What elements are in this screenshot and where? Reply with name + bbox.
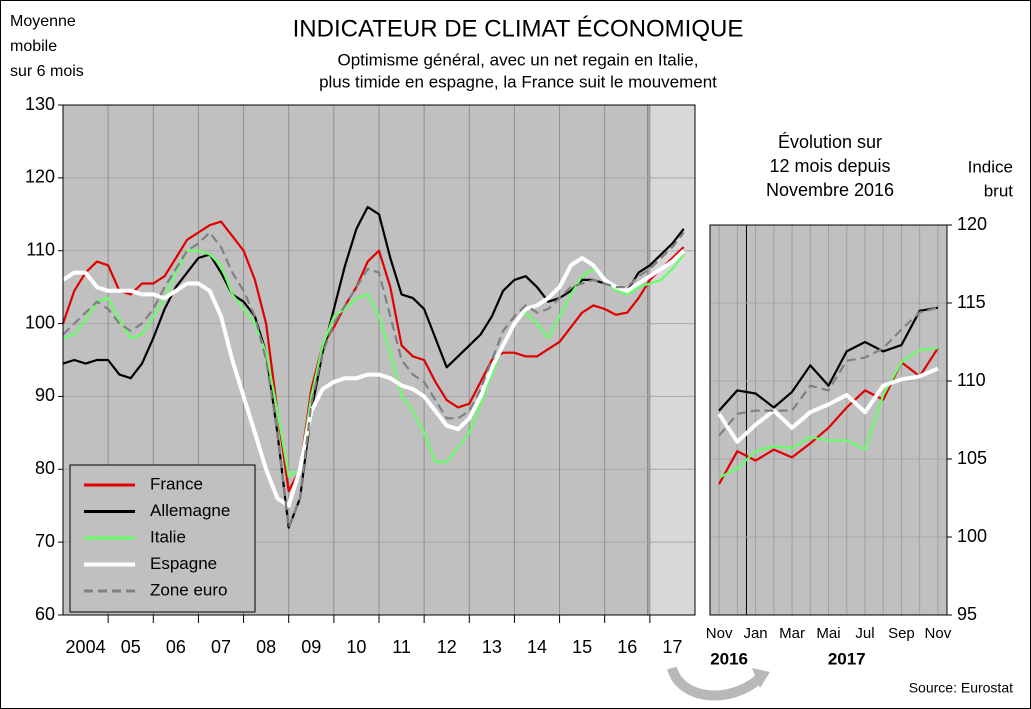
y-tick-label: 105 [957,448,987,468]
y-tick-label: 115 [957,292,986,312]
line-4 [62,231,685,529]
y-tick-label: 70 [35,531,55,551]
subtitle: Optimisme général, avec un net regain en… [338,50,699,69]
year-label: 2017 [828,649,866,668]
y-tick-label: 100 [957,526,987,546]
chart-title: INDICATEUR DE CLIMAT ÉCONOMIQUE [293,15,744,42]
y-tick-label: 90 [35,385,55,405]
x-tick-label: 13 [482,637,502,657]
x-tick-label: 17 [662,637,682,657]
line-2 [718,347,938,479]
line-0 [61,220,685,493]
y-tick-label: 120 [25,167,55,187]
x-tick-label: 10 [346,637,366,657]
y-axis-label: mobile [10,38,57,55]
y-tick-label: 110 [957,370,986,390]
line-1 [718,306,939,412]
legend-label: Zone euro [150,580,228,599]
inset-title: 12 mois depuis [769,156,890,176]
x-tick-label: 07 [211,637,231,657]
x-tick-label: 12 [437,637,457,657]
y-axis-label: sur 6 mois [10,63,84,80]
source: Source: Eurostat [909,680,1013,696]
x-tick-label: 09 [301,637,321,657]
inset-title: Évolution sur [778,132,882,152]
x-tick-label: 14 [527,637,547,657]
legend-label: Espagne [150,554,217,573]
arrow [667,666,764,701]
inset-panel: Nov Jan Mar Mai Jul Sep Nov 2016 2017 95 100 105 110… [706,132,1014,669]
y-axis-label: Indice [968,157,1013,176]
y-tick-label: 110 [26,239,55,259]
x-tick-label: 16 [617,637,637,657]
y-tick-label: 80 [35,458,55,478]
x-tick-label: 06 [166,637,186,657]
highlight [649,105,695,615]
x-tick-label: Nov [706,625,733,642]
x-tick-label: Mar [779,625,805,642]
year-label: 2016 [710,649,748,668]
line-4 [718,306,939,437]
x-tick-label: Sep [888,625,915,642]
y-tick-label: 100 [25,312,55,332]
plot-border [709,224,948,616]
line-3 [717,366,939,444]
x-tick-label: 2004 [66,637,106,657]
x-tick-label: Mai [816,625,840,642]
legend-label: Italie [150,527,186,546]
main-panel: 60 70 80 90 100 110 120 130 2004 05 06 07 08 09 10 11 12… [10,13,743,657]
x-tick-label: 15 [572,637,592,657]
line-1 [62,205,685,529]
legend-label: Allemagne [150,501,230,520]
x-tick-label: Jan [743,625,767,642]
x-tick-label: 08 [256,637,276,657]
x-tick-label: Nov [925,625,952,642]
y-tick-label: 60 [35,604,55,624]
x-tick-label: 11 [392,637,411,657]
line-2 [62,249,685,478]
inset-title: Novembre 2016 [766,180,894,200]
subtitle: plus timide en espagne, la France suit l… [319,72,717,91]
plot-border [62,104,696,616]
y-axis-label: Moyenne [10,13,76,30]
y-tick-label: 120 [957,214,987,234]
y-tick-label: 95 [957,604,977,624]
x-tick-label: Jul [855,625,874,642]
y-tick-label: 130 [25,94,55,114]
x-tick-label: 05 [121,637,141,657]
line-3 [61,249,686,508]
legend-label: France [150,474,203,493]
y-axis-label: brut [984,181,1014,200]
arrow-head [752,668,770,688]
